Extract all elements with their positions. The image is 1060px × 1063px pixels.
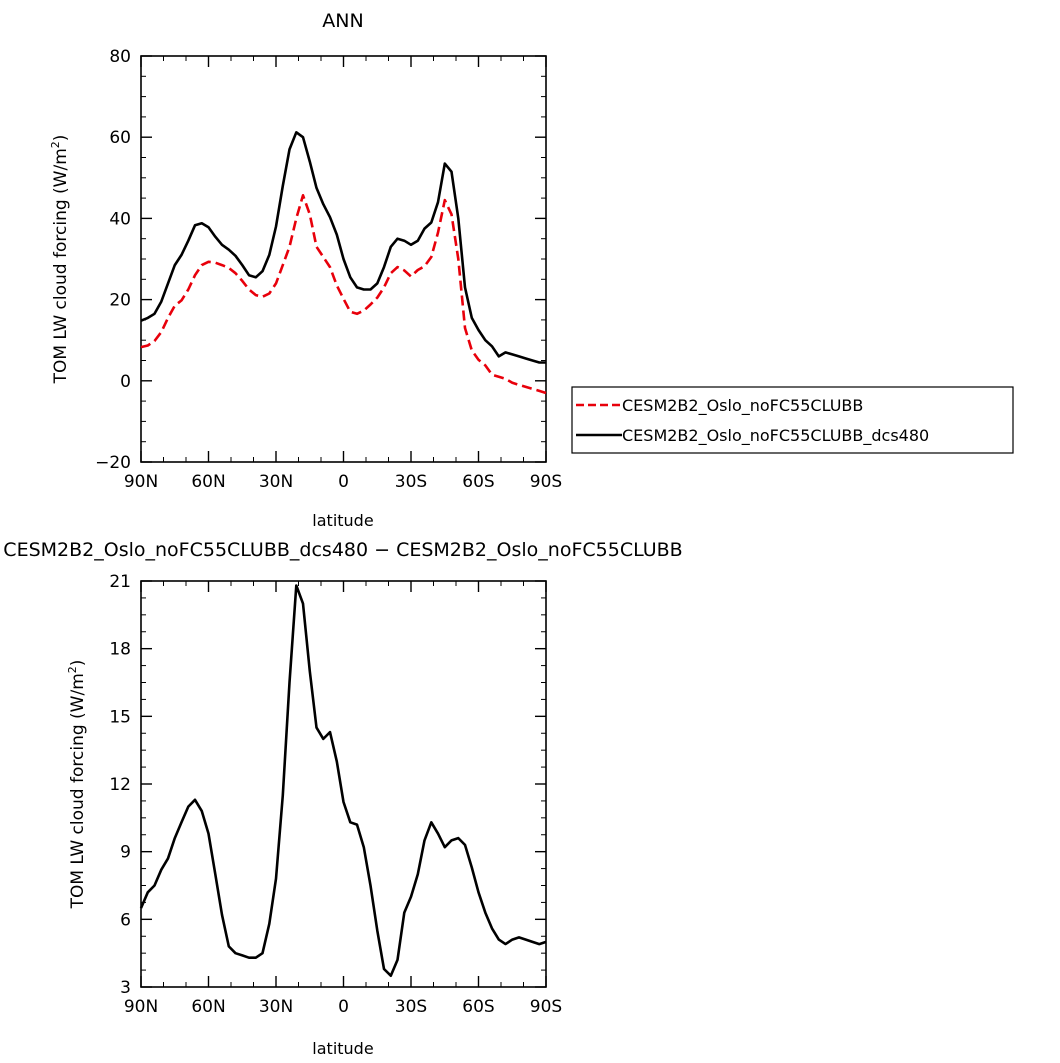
bottom-panel-x-tick-label: 90N: [124, 997, 158, 1017]
top-panel-x-tick-label: 60N: [191, 472, 225, 492]
bottom-panel-y-axis-label-close: ): [68, 660, 88, 667]
bottom-panel-y-tick-label: 6: [120, 910, 131, 930]
top-panel-y-tick-label: −20: [95, 453, 131, 473]
top-panel-x-tick-label: 60S: [462, 472, 494, 492]
top-panel-series-line-0: [140, 194, 547, 395]
bottom-panel-x-tick-label: 30N: [259, 997, 293, 1017]
bottom-panel-y-axis-label-superscript: 2: [66, 666, 79, 673]
top-panel-y-axis-label-close: ): [51, 135, 71, 142]
top-panel-y-tick-label: 20: [109, 291, 131, 311]
top-panel-x-tick-label: 90S: [530, 472, 562, 492]
bottom-panel-y-tick-label: 12: [109, 775, 131, 795]
bottom-panel-plot-frame: [140, 580, 547, 988]
bottom-panel-y-axis-label: TOM LW cloud forcing (W/m2): [66, 660, 88, 910]
legend-entry-noFC55CLUBB: CESM2B2_Oslo_noFC55CLUBB: [622, 396, 863, 416]
bottom-panel-x-tick-label: 60N: [191, 997, 225, 1017]
bottom-panel-x-tick-label: 90S: [530, 997, 562, 1017]
top-panel-x-tick-label: 30S: [395, 472, 427, 492]
bottom-panel-series-line-0: [139, 584, 547, 978]
bottom-panel-y-tick-label: 15: [109, 707, 131, 727]
top-panel-y-tick-label: 40: [109, 209, 131, 229]
top-panel-x-axis-label: latitude: [312, 511, 373, 530]
bottom-panel-y-tick-label: 21: [109, 572, 131, 592]
top-panel-chart: ANN latitude TOM LW cloud forcing (W/m2)…: [49, 10, 562, 530]
legend-box: [571, 386, 1014, 454]
bottom-panel-y-tick-label: 3: [120, 978, 131, 998]
top-panel-x-tick-label: 0: [338, 472, 349, 492]
bottom-panel-series-lines: [139, 584, 547, 978]
top-panel-y-axis-label: TOM LW cloud forcing (W/m2): [49, 135, 71, 385]
bottom-panel-x-tick-label: 0: [338, 997, 349, 1017]
top-panel-series-line-1: [140, 131, 546, 364]
top-panel-x-tick-label: 30N: [259, 472, 293, 492]
legend: CESM2B2_Oslo_noFC55CLUBB CESM2B2_Oslo_no…: [571, 386, 1014, 454]
bottom-panel-y-tick-label: 18: [109, 640, 131, 660]
top-panel-y-tick-label: 80: [109, 47, 131, 67]
bottom-panel-x-axis-label: latitude: [312, 1039, 373, 1058]
top-panel-y-axis-label-text: TOM LW cloud forcing (W/m: [51, 148, 71, 384]
top-panel-y-axis-label-superscript: 2: [49, 141, 62, 148]
top-panel-y-tick-label: 60: [109, 128, 131, 148]
top-panel-axes: 90N 60N 30N 0 30S 60S 90S −20 0 20 40 60 80: [95, 47, 562, 492]
top-panel-title: ANN: [322, 10, 363, 32]
bottom-panel-chart: CESM2B2_Oslo_noFC55CLUBB_dcs480 − CESM2B…: [3, 539, 682, 1058]
bottom-panel-x-tick-label: 30S: [395, 997, 427, 1017]
legend-entry-noFC55CLUBB-dcs480: CESM2B2_Oslo_noFC55CLUBB_dcs480: [622, 426, 929, 446]
bottom-panel-y-axis-label-text: TOM LW cloud forcing (W/m: [68, 673, 88, 909]
bottom-panel-y-tick-label: 9: [120, 843, 131, 863]
bottom-panel-x-tick-label: 60S: [462, 997, 494, 1017]
top-panel-x-tick-label: 90N: [124, 472, 158, 492]
bottom-panel-axes: 90N 60N 30N 0 30S 60S 90S 3 6 9 12 15 18 21: [109, 572, 562, 1017]
bottom-panel-title: CESM2B2_Oslo_noFC55CLUBB_dcs480 − CESM2B…: [3, 539, 682, 561]
top-panel-y-tick-label: 0: [120, 372, 131, 392]
top-panel-series-lines: [140, 131, 547, 395]
